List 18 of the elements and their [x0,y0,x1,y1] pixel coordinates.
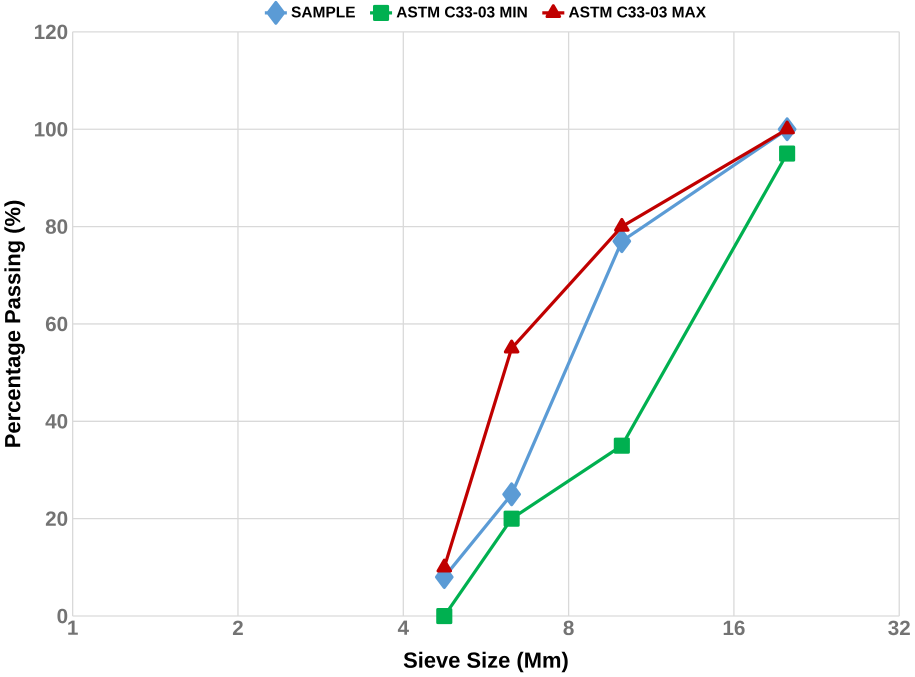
x-tick-label: 2 [232,620,243,636]
x-tick-label: 1 [68,620,78,636]
legend-label: ASTM C33-03 MIN [396,6,527,18]
y-tick-label: 20 [46,512,68,526]
y-tick-label: 0 [57,608,68,624]
y-tick-label: 100 [34,122,68,137]
x-tick-label: 16 [724,620,745,636]
y-tick-label: 120 [34,24,68,40]
y-tick-label: 60 [46,316,68,332]
x-tick-label: 8 [564,620,574,636]
legend-label: SAMPLE [292,6,355,18]
y-tick-label: 40 [45,414,68,429]
legend-label: ASTM C33-03 MAX [568,6,706,18]
x-tick-label: 4 [398,620,409,636]
x-axis-title: Sieve Size (Mm) [404,652,568,672]
y-tick-label: 80 [46,220,68,234]
y-axis-title: Percentage Passing (%) [4,201,25,447]
x-tick-label: 32 [888,620,910,636]
